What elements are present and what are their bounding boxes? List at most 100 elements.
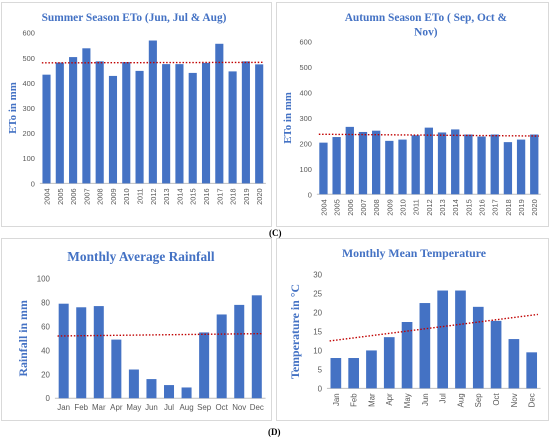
bar [69, 57, 78, 184]
bar [345, 126, 354, 195]
bar [371, 130, 381, 195]
x-tick-label: 2014 [451, 199, 460, 216]
x-tick-label: May [403, 393, 412, 408]
bar [472, 306, 484, 389]
bar [181, 387, 192, 399]
y-tick-label: 20 [41, 370, 50, 379]
x-tick-label: Aug [456, 393, 465, 407]
x-tick-label: Mar [92, 403, 106, 412]
y-tick-label: 200 [300, 139, 312, 148]
x-tick-label: 2015 [464, 199, 473, 216]
x-tick-label: 2006 [346, 199, 355, 216]
bar [42, 74, 51, 184]
bar [530, 134, 539, 195]
autumn-eto-chart: Autumn Season ETo ( Sep, Oct & Nov) ETo in… [282, 12, 541, 216]
bar [358, 131, 368, 195]
bar [451, 129, 460, 195]
bar [111, 339, 122, 399]
bar [146, 379, 157, 399]
x-tick-label: 2012 [425, 199, 434, 216]
x-tick-label: 2017 [491, 199, 500, 216]
bar [215, 43, 224, 184]
rainfall-chart: Monthly Average Rainfall Rainfall in mm 0 2… [16, 249, 266, 412]
y-tick-label: 40 [41, 346, 50, 355]
temperature-chart-panel: Monthly Mean Temperature Temperature in °… [276, 238, 549, 421]
y-tick-label: 25 [313, 290, 322, 299]
chart-title: Monthly Mean Temperature [342, 246, 486, 260]
y-tick-label: 60 [41, 322, 50, 331]
x-tick-label: 2017 [215, 188, 224, 205]
y-tick-label: 100 [23, 154, 35, 163]
x-tick-label: 2005 [56, 188, 65, 205]
bar [128, 369, 139, 399]
x-tick-label: 2018 [504, 199, 513, 216]
bar [93, 306, 104, 399]
x-tick-label: 2008 [372, 199, 381, 216]
bar [401, 321, 413, 389]
x-tick-label: 2020 [255, 188, 264, 205]
y-axis-label: ETo in mm [7, 82, 19, 134]
x-tick-label: Nov [510, 393, 519, 407]
x-tick-label: Jul [164, 403, 174, 412]
x-tick-label: 2007 [82, 188, 91, 205]
bar [398, 139, 407, 195]
x-tick-label: 2015 [189, 188, 198, 205]
bar [366, 350, 377, 389]
bar [135, 70, 144, 184]
rainfall-chart-panel: Monthly Average Rainfall Rainfall in mm 0 2… [1, 238, 272, 421]
bar [526, 352, 538, 389]
bar [332, 137, 341, 195]
x-tick-label: 2009 [385, 199, 394, 216]
bar [477, 136, 486, 195]
bar [508, 339, 520, 389]
x-tick-label: Apr [110, 403, 123, 412]
y-tick-label: 20 [313, 308, 322, 317]
y-tick-label: 100 [300, 165, 312, 174]
summer-eto-chart-panel: Summer Season ETo (Jun, Jul & Aug) ETo in… [1, 2, 272, 227]
y-tick-label: 10 [313, 346, 322, 355]
x-tick-label: 2006 [69, 188, 78, 205]
x-tick-label: 2005 [333, 199, 342, 216]
chart-title: Summer Season ETo (Jun, Jul & Aug) [42, 12, 227, 24]
bar [148, 40, 157, 184]
y-axis-label: Rainfall in mm [16, 300, 30, 377]
x-tick-label: Jun [421, 393, 430, 406]
bar [108, 75, 118, 184]
y-tick-label: 300 [23, 104, 35, 113]
x-tick-label: Oct [492, 393, 501, 406]
bar [95, 61, 104, 184]
bar [58, 303, 69, 399]
x-tick-label: 2013 [438, 199, 447, 216]
x-tick-label: 2009 [109, 188, 118, 205]
x-tick-label: 2016 [202, 188, 211, 205]
x-tick-label: Oct [216, 403, 229, 412]
x-tick-label: 2011 [412, 199, 421, 215]
x-tick-label: 2012 [149, 188, 158, 205]
bar [383, 337, 395, 389]
x-tick-label: Dec [528, 393, 537, 407]
x-tick-label: Jan [332, 393, 341, 406]
x-tick-label: 2010 [122, 188, 131, 205]
bar [55, 62, 64, 184]
trendline [57, 332, 263, 337]
x-tick-label: Mar [367, 393, 376, 407]
x-tick-label: 2019 [242, 188, 251, 205]
x-tick-label: 2011 [136, 188, 145, 204]
bar [503, 142, 513, 195]
x-tick-label: 2019 [517, 199, 526, 216]
y-tick-label: 0 [318, 384, 323, 393]
x-tick-label: Feb [350, 393, 359, 407]
bar [164, 385, 175, 399]
bar [228, 71, 237, 184]
bar [490, 134, 499, 195]
y-tick-label: 200 [23, 129, 35, 138]
bar [251, 295, 262, 399]
chart-title: Monthly Average Rainfall [67, 249, 215, 264]
x-tick-label: Feb [74, 403, 88, 412]
bar [385, 140, 394, 195]
y-tick-label: 400 [23, 79, 35, 88]
summer-eto-chart: Summer Season ETo (Jun, Jul & Aug) ETo in… [7, 12, 266, 205]
bar [330, 358, 342, 389]
bar [437, 132, 447, 195]
x-tick-label: 2014 [175, 188, 184, 205]
